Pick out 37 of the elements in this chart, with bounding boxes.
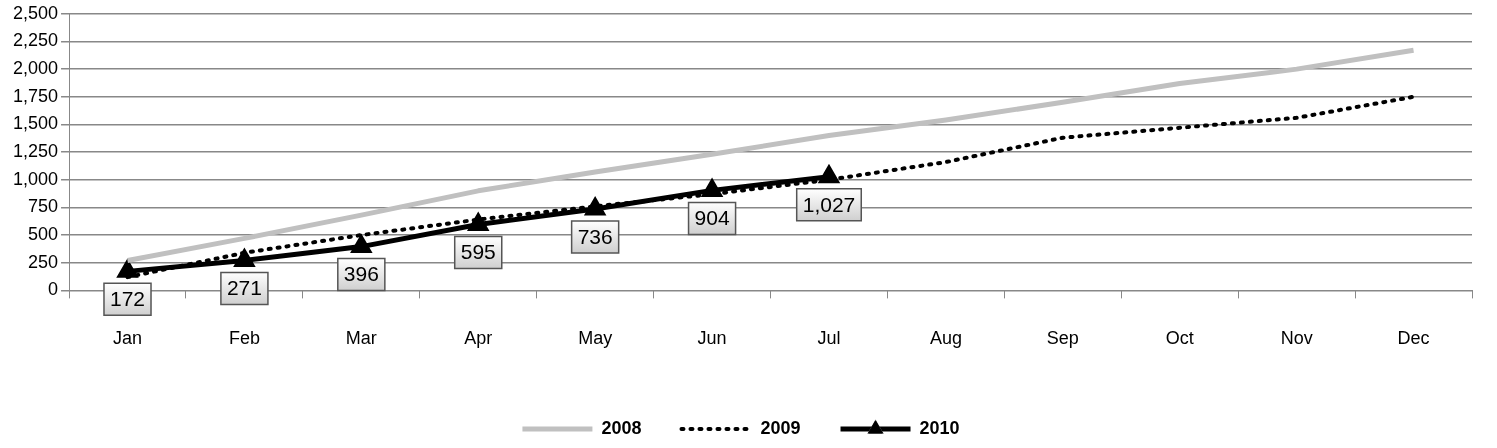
x-tick-label: Sep [1046, 328, 1079, 349]
y-tick-label: 250 [28, 251, 59, 272]
x-tick-label: Aug [929, 328, 962, 349]
point [817, 164, 841, 184]
y-tick-label: 1,500 [13, 113, 59, 134]
y-tick-label: 2,000 [13, 58, 59, 79]
x-tick-label: Dec [1397, 328, 1430, 349]
data-label: 595 [460, 240, 496, 264]
data-label: 1,027 [802, 192, 856, 216]
y-tick-label: 0 [48, 279, 59, 300]
data-label: 271 [226, 276, 262, 300]
x-tick-label: Jun [697, 328, 727, 349]
data-label: 736 [577, 224, 613, 248]
data-label: 396 [343, 262, 379, 286]
x-tick-label: Oct [1165, 328, 1194, 349]
x-tick-label: Jul [817, 328, 841, 349]
x-tick-label: Feb [228, 328, 260, 349]
point [701, 177, 724, 197]
y-tick-label: 2,250 [13, 30, 59, 51]
y-tick-label: 500 [28, 224, 59, 245]
legend-label: 2009 [760, 417, 801, 438]
data-label: 172 [109, 287, 146, 311]
x-tick-label: Nov [1280, 328, 1313, 349]
x-tick-label: Jan [112, 328, 143, 349]
y-tick-label: 750 [28, 196, 59, 217]
data-label: 904 [694, 206, 730, 230]
x-tick-label: Apr [464, 328, 493, 349]
x-tick-label: Mar [345, 328, 377, 349]
y-tick-label: 1,250 [13, 141, 59, 162]
x-tick-label: May [578, 328, 613, 349]
legend-label: 2008 [601, 417, 642, 438]
legend-label: 2010 [919, 417, 960, 438]
y-tick-label: 1,000 [13, 168, 59, 189]
y-tick-label: 1,750 [13, 85, 59, 106]
y-tick-label: 2,500 [13, 2, 59, 23]
point [116, 258, 139, 278]
point [233, 247, 256, 267]
